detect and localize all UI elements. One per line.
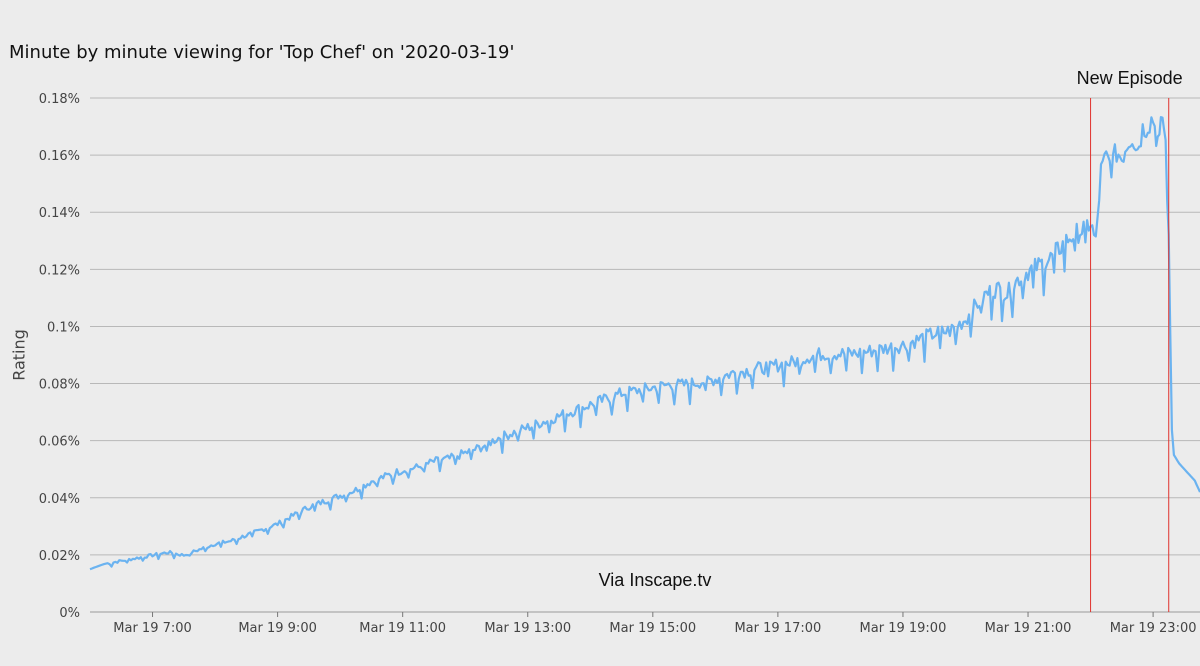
- y-tick-label: 0.14%: [39, 206, 80, 221]
- x-tick-label: Mar 19 15:00: [609, 621, 696, 636]
- y-tick-label: 0%: [59, 606, 80, 621]
- x-tick-label: Mar 19 9:00: [238, 621, 317, 636]
- series-line: [89, 116, 1200, 571]
- chart-title: Minute by minute viewing for 'Top Chef' …: [9, 42, 515, 63]
- y-tick-label: 0.16%: [39, 149, 80, 164]
- x-tick-label: Mar 19 11:00: [359, 621, 446, 636]
- x-tick-label: Mar 19 17:00: [734, 621, 821, 636]
- y-tick-label: 0.02%: [39, 549, 80, 564]
- episode-label: New Episode: [1077, 68, 1183, 88]
- x-tick-label: Mar 19 21:00: [985, 621, 1072, 636]
- x-tick-label: Mar 19 23:00: [1110, 621, 1197, 636]
- y-tick-label: 0.04%: [39, 492, 80, 507]
- x-tick-label: Mar 19 19:00: [860, 621, 947, 636]
- x-tick-label: Mar 19 13:00: [484, 621, 571, 636]
- y-tick-label: 0.1%: [47, 320, 80, 335]
- x-tick-label: Mar 19 7:00: [113, 621, 192, 636]
- y-tick-label: 0.18%: [39, 92, 80, 107]
- source-label: Via Inscape.tv: [599, 570, 712, 590]
- y-tick-label: 0.12%: [39, 263, 80, 278]
- y-tick-label: 0.06%: [39, 435, 80, 450]
- y-tick-label: 0.08%: [39, 378, 80, 393]
